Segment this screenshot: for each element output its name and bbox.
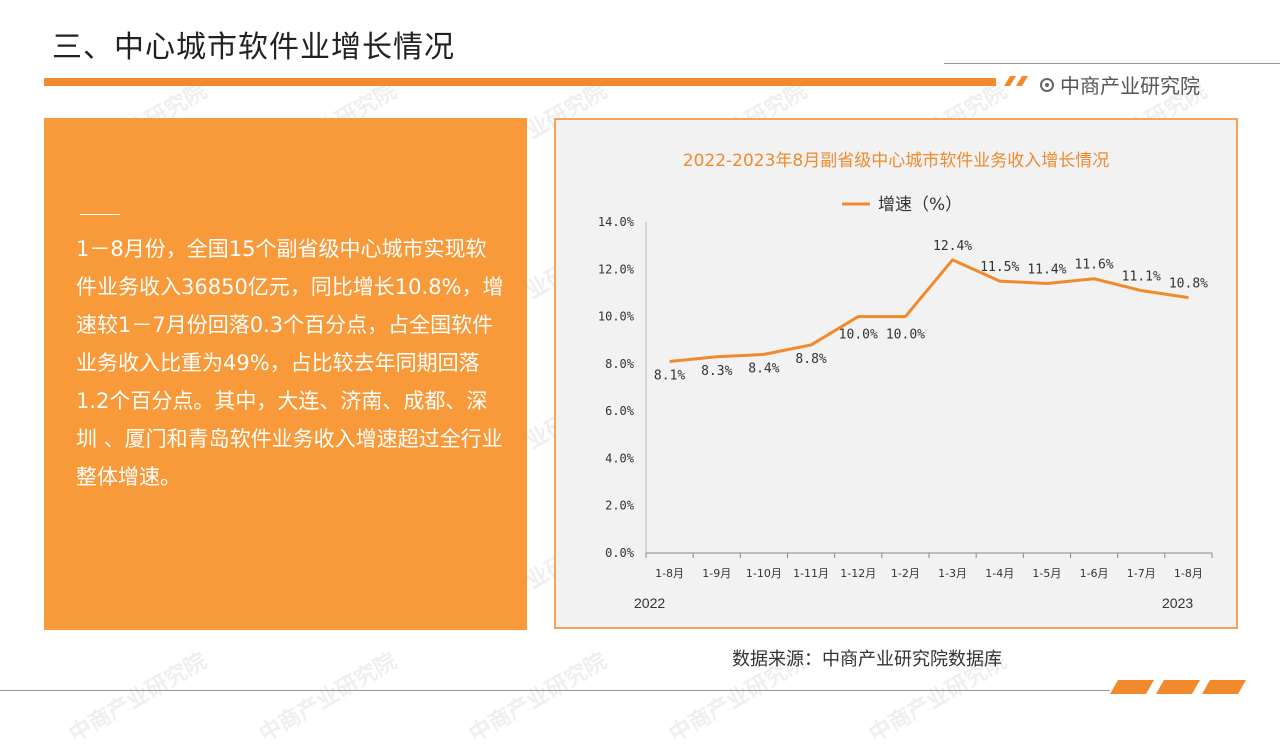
page-title: 三、中心城市软件业增长情况 [52,30,455,65]
data-label: 11.1% [1122,270,1161,285]
data-label: 8.3% [701,364,732,379]
title-underline [44,78,996,86]
stripe-decoration [1004,76,1028,86]
x-tick-label: 1-11月 [793,567,829,580]
year-label-right: 2023 [1162,595,1193,611]
x-tick-label: 1-7月 [1127,567,1156,580]
x-tick-label: 1-6月 [1080,567,1109,580]
series-line [669,258,1189,363]
data-label: 11.5% [980,260,1019,275]
watermark-text: 中商产业研究院 [465,648,612,748]
footer-stripes [1110,680,1246,694]
summary-panel: 1－8月份，全国15个副省级中心城市实现软件业务收入36850亿元，同比增长10… [44,118,527,630]
data-source: 数据来源：中商产业研究院数据库 [732,649,1002,670]
chart-title: 2022-2023年8月副省级中心城市软件业务收入增长情况 [683,151,1109,171]
data-label: 8.1% [654,368,685,383]
watermark-text: 中商产业研究院 [65,648,212,748]
brand-logo: 中商产业研究院 [1040,70,1200,99]
chart-panel: 2022-2023年8月副省级中心城市软件业务收入增长情况增速（%） 0.0% 2.… [554,118,1238,629]
legend-label: 增速（%） [878,195,962,215]
brand-name: 中商产业研究院 [1060,74,1200,98]
y-tick-label: 12.0% [598,262,635,276]
x-tick-label: 1-9月 [702,567,731,580]
y-tick-label: 10.0% [598,310,635,324]
y-tick-label: 4.0% [605,451,635,465]
data-label: 8.4% [748,361,779,376]
watermark-text: 中商产业研究院 [255,648,402,748]
brand-circle-icon [1040,77,1054,92]
y-tick-label: 0.0% [605,546,635,560]
footer-rule [0,690,1110,691]
x-tick-label: 1-8月 [655,567,684,580]
x-tick-label: 1-2月 [891,567,920,580]
x-tick-label: 1-12月 [840,567,876,580]
data-label: 8.8% [795,352,826,367]
y-tick-label: 6.0% [605,404,635,418]
x-tick-label: 1-4月 [985,567,1014,580]
data-label: 10.8% [1169,277,1208,292]
x-tick-label: 1-10月 [746,567,782,580]
data-label: 11.6% [1075,258,1114,273]
summary-text: 1－8月份，全国15个副省级中心城市实现软件业务收入36850亿元，同比增长10… [76,237,504,489]
summary-dash [80,214,120,215]
data-label: 10.0% [886,328,925,343]
header-thin-rule [944,63,1280,64]
data-label: 11.4% [1027,262,1066,277]
x-tick-label: 1-8月 [1174,567,1203,580]
x-tick-label: 1-3月 [938,567,967,580]
y-tick-label: 14.0% [598,215,635,229]
data-label: 12.4% [933,239,972,254]
x-tick-label: 1-5月 [1032,567,1061,580]
data-label: 10.0% [839,328,878,343]
year-label-left: 2022 [634,595,665,611]
y-tick-label: 2.0% [605,499,635,513]
y-tick-label: 8.0% [605,357,635,371]
